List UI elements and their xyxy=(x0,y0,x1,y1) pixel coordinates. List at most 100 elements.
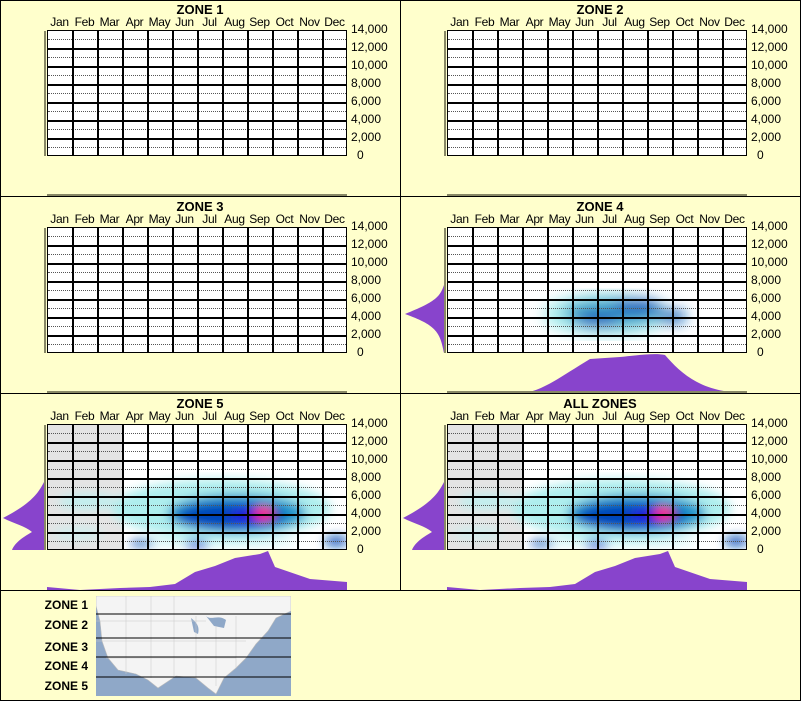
month-label: Jan xyxy=(450,15,469,29)
month-label: Aug xyxy=(224,409,245,423)
month-label: Oct xyxy=(275,409,294,423)
axis-separator xyxy=(44,425,46,550)
y-tick-label: 8,000 xyxy=(351,76,382,90)
month-label: May xyxy=(148,409,171,423)
y-tick-label: 10,000 xyxy=(351,58,388,72)
month-label: Jul xyxy=(602,212,617,226)
panel-divider-vertical xyxy=(400,0,401,590)
month-label: Jul xyxy=(202,409,217,423)
panel-divider-horizontal xyxy=(0,196,801,197)
month-label: Sep xyxy=(249,212,270,226)
y-tick-label: 12,000 xyxy=(351,434,388,448)
y-tick-label: 12,000 xyxy=(351,237,388,251)
y-tick-label: 0 xyxy=(757,148,764,162)
month-label: Aug xyxy=(624,15,645,29)
heatmap-grid xyxy=(447,424,747,550)
month-axis: Jan Feb Mar Apr May Jun Jul Aug Sep Oct Nov Dec xyxy=(447,212,747,226)
month-label: Feb xyxy=(74,212,95,226)
month-label: Dec xyxy=(324,15,345,29)
y-tick-label: 4,000 xyxy=(351,309,382,323)
heatmap-grid xyxy=(47,424,347,550)
y-tick-label: 4,000 xyxy=(751,112,782,126)
month-label: Jun xyxy=(575,212,594,226)
month-label: Oct xyxy=(675,212,694,226)
month-label: Sep xyxy=(649,212,670,226)
month-label: Jan xyxy=(50,15,69,29)
chart-panel-3: ZONE 3 Jan Feb Mar Apr May Jun Jul Aug Sep Oct Nov… xyxy=(0,197,400,393)
panel-title: ZONE 2 xyxy=(576,2,624,17)
month-label: Aug xyxy=(624,212,645,226)
y-tick-label: 12,000 xyxy=(351,40,388,54)
month-label: Mar xyxy=(99,15,120,29)
month-label: Feb xyxy=(474,212,495,226)
month-label: Nov xyxy=(699,212,720,226)
y-tick-label: 10,000 xyxy=(751,58,788,72)
month-label: Feb xyxy=(74,409,95,423)
legend-zone-2: ZONE 2 xyxy=(44,618,88,632)
y-tick-label: 6,000 xyxy=(751,94,782,108)
month-label: Apr xyxy=(125,212,144,226)
month-label: Aug xyxy=(624,409,645,423)
y-tick-label: 12,000 xyxy=(751,237,788,251)
month-label: Jun xyxy=(175,212,194,226)
month-label: Sep xyxy=(649,409,670,423)
month-label: May xyxy=(548,409,571,423)
month-label: Sep xyxy=(249,409,270,423)
y-tick-label: 8,000 xyxy=(751,470,782,484)
month-label: Oct xyxy=(275,212,294,226)
month-label: Mar xyxy=(99,212,120,226)
month-label: Aug xyxy=(224,212,245,226)
y-tick-label: 6,000 xyxy=(351,488,382,502)
y-tick-label: 6,000 xyxy=(351,94,382,108)
axis-separator xyxy=(44,228,46,353)
month-label: Nov xyxy=(699,15,720,29)
y-tick-label: 12,000 xyxy=(751,40,788,54)
axis-separator xyxy=(444,31,446,156)
month-label: Jul xyxy=(202,212,217,226)
y-tick-label: 10,000 xyxy=(351,255,388,269)
y-tick-label: 4,000 xyxy=(351,506,382,520)
y-tick-label: 8,000 xyxy=(751,76,782,90)
us-zone-map xyxy=(96,596,291,696)
month-label: Dec xyxy=(324,409,345,423)
legend-zone-3: ZONE 3 xyxy=(44,640,88,654)
y-tick-label: 2,000 xyxy=(751,327,782,341)
chart-panel-2: ZONE 2 Jan Feb Mar Apr May Jun Jul Aug Sep Oct Nov… xyxy=(400,0,800,196)
month-label: Mar xyxy=(499,409,520,423)
heatmap-grid xyxy=(47,227,347,353)
y-tick-label: 14,000 xyxy=(751,219,788,233)
month-axis: Jan Feb Mar Apr May Jun Jul Aug Sep Oct Nov Dec xyxy=(447,409,747,423)
panel-title: ZONE 4 xyxy=(576,199,624,214)
month-label: Jan xyxy=(450,409,469,423)
month-label: Oct xyxy=(675,15,694,29)
panel-title: ALL ZONES xyxy=(563,396,637,411)
y-tick-label: 14,000 xyxy=(751,416,788,430)
month-label: May xyxy=(148,15,171,29)
month-label: May xyxy=(148,212,171,226)
month-label: Apr xyxy=(525,212,544,226)
y-tick-label: 0 xyxy=(757,542,764,556)
month-axis: Jan Feb Mar Apr May Jun Jul Aug Sep Oct Nov Dec xyxy=(447,15,747,29)
month-label: May xyxy=(548,15,571,29)
month-axis: Jan Feb Mar Apr May Jun Jul Aug Sep Oct Nov Dec xyxy=(47,409,347,423)
month-label: Jun xyxy=(575,409,594,423)
month-label: Jun xyxy=(175,15,194,29)
heatmap-grid xyxy=(447,30,747,156)
month-label: Mar xyxy=(99,409,120,423)
month-label: Apr xyxy=(525,15,544,29)
month-label: Jul xyxy=(602,409,617,423)
panel-title: ZONE 1 xyxy=(176,2,224,17)
y-tick-label: 6,000 xyxy=(351,291,382,305)
month-label: Sep xyxy=(649,15,670,29)
month-label: Mar xyxy=(499,15,520,29)
month-label: Nov xyxy=(299,409,320,423)
chart-panel-5: ZONE 5 Jan Feb Mar Apr May Jun Jul Aug Sep Oct Nov… xyxy=(0,394,400,590)
month-label: Sep xyxy=(249,15,270,29)
y-tick-label: 0 xyxy=(757,345,764,359)
month-label: Dec xyxy=(324,212,345,226)
month-label: Nov xyxy=(299,212,320,226)
y-tick-label: 2,000 xyxy=(351,524,382,538)
y-tick-label: 2,000 xyxy=(351,130,382,144)
chart-panel-4: ZONE 4 Jan Feb Mar Apr May Jun Jul Aug Sep Oct Nov… xyxy=(400,197,800,393)
legend-zone-5: ZONE 5 xyxy=(44,679,88,693)
